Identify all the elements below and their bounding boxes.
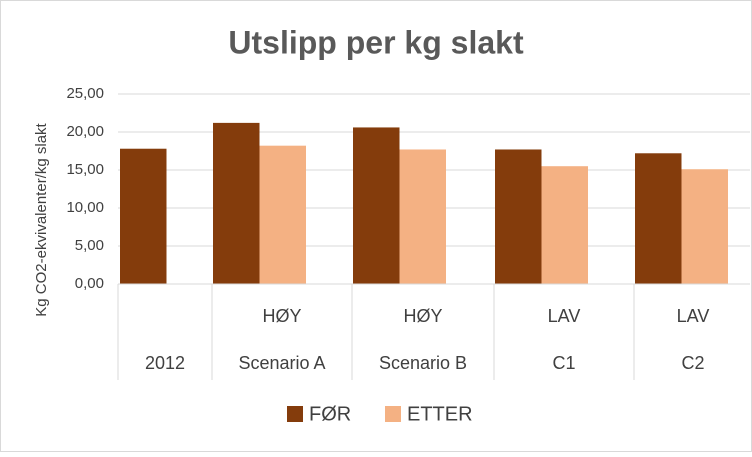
x-tick-label: C1 <box>552 353 575 373</box>
bar <box>120 148 167 284</box>
bar <box>635 153 682 284</box>
y-tick-label: 20,00 <box>66 123 104 140</box>
x-subcategory-label: LAV <box>677 306 710 326</box>
chart-title: Utslipp per kg slakt <box>228 24 524 60</box>
x-tick-label: C2 <box>681 353 704 373</box>
x-tick-label: 2012 <box>145 353 185 373</box>
bar <box>213 122 260 284</box>
legend-label: FØR <box>309 403 351 425</box>
y-tick-label: 5,00 <box>75 237 104 254</box>
y-axis-title: Kg CO2-ekvivalenter/kg slakt <box>33 122 50 316</box>
y-tick-label: 25,00 <box>66 85 104 102</box>
bar <box>399 149 446 284</box>
x-subcategory-label: HØY <box>262 306 301 326</box>
y-tick-label: 10,00 <box>66 199 104 216</box>
x-subcategory-label: LAV <box>548 306 581 326</box>
legend-swatch <box>385 406 401 422</box>
x-subcategory-label: HØY <box>403 306 442 326</box>
y-tick-label: 15,00 <box>66 161 104 178</box>
bar <box>541 166 588 284</box>
bar <box>495 149 542 284</box>
x-tick-label: Scenario B <box>379 353 467 373</box>
bar <box>681 169 728 284</box>
bar <box>259 145 306 284</box>
y-tick-label: 0,00 <box>75 275 104 292</box>
x-tick-label: Scenario A <box>238 353 325 373</box>
bar <box>353 127 400 284</box>
legend-swatch <box>287 406 303 422</box>
legend-label: ETTER <box>407 403 473 425</box>
